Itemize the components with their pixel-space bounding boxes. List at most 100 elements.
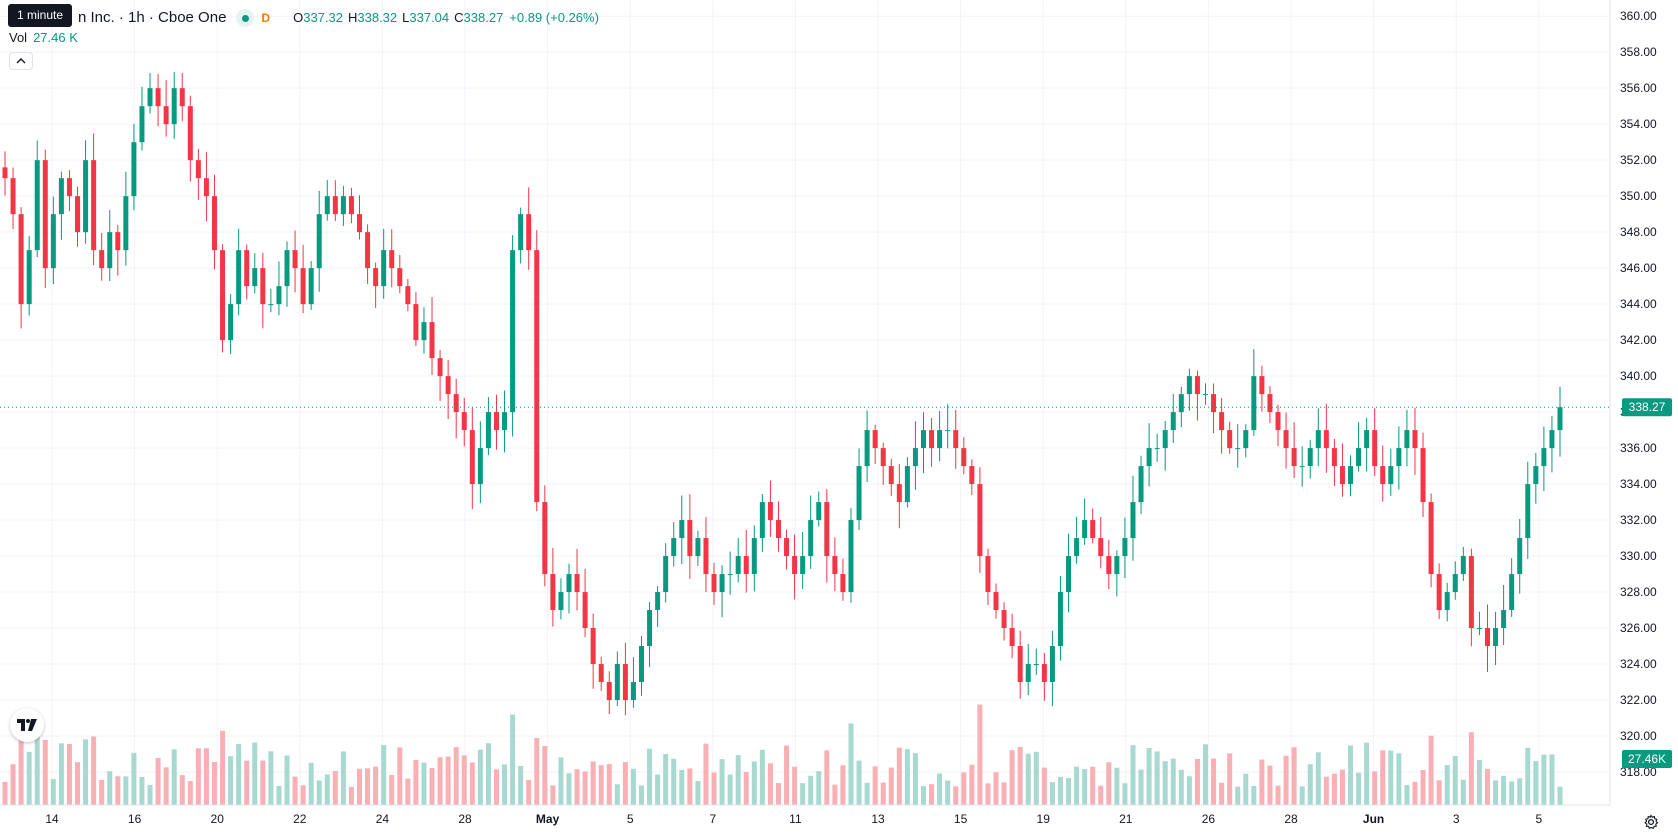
volume-bar <box>99 780 105 805</box>
y-tick-label: 320.00 <box>1620 729 1657 743</box>
volume-bar <box>1549 754 1555 805</box>
y-tick-label: 354.00 <box>1620 117 1657 131</box>
candle-body <box>1339 466 1345 485</box>
candle-body <box>1348 466 1354 485</box>
volume-bar <box>792 766 798 805</box>
price-axis[interactable]: 318.00 320.00 322.00 324.00 326.00 328.00 330.… <box>1620 9 1657 779</box>
volume-bar <box>147 784 153 805</box>
candle-body <box>381 250 387 287</box>
volume-bar <box>485 743 491 805</box>
interval-tooltip: 1 minute <box>8 4 73 27</box>
candle-body <box>1114 556 1120 575</box>
volume-bar <box>1331 773 1337 805</box>
candle-body <box>711 574 717 593</box>
candle-body <box>228 304 234 341</box>
volume-bar <box>953 786 959 805</box>
volume-bar <box>1057 776 1063 805</box>
candle-body <box>1517 538 1523 575</box>
volume-bar <box>324 774 330 805</box>
volume-bar <box>1493 780 1499 805</box>
candle-body <box>1356 448 1362 467</box>
y-tick-label: 356.00 <box>1620 81 1657 95</box>
volume-bar <box>647 748 653 805</box>
candle-body <box>413 304 419 341</box>
svg-text:338.27: 338.27 <box>1629 400 1666 414</box>
collapse-legend-button[interactable] <box>9 52 33 70</box>
y-tick-label: 330.00 <box>1620 549 1657 563</box>
volume-bar <box>832 784 838 805</box>
volume-bar <box>1541 754 1547 805</box>
volume-bar <box>1194 758 1200 805</box>
candle-body <box>389 250 395 269</box>
volume-legend: Vol 27.46 K <box>9 30 78 46</box>
volume-bar <box>808 775 814 805</box>
volume-bar <box>1299 786 1305 805</box>
candle-body <box>1380 466 1386 485</box>
x-tick-label: 15 <box>954 812 968 826</box>
market-status-icon[interactable] <box>236 9 255 27</box>
volume-bar <box>671 758 677 805</box>
candle-body <box>719 574 725 593</box>
volume-bar <box>775 783 781 805</box>
candle-body <box>1331 448 1337 467</box>
volume-bar <box>1033 751 1039 805</box>
y-tick-label: 340.00 <box>1620 369 1657 383</box>
candle-body <box>332 196 338 215</box>
candle-body <box>1452 574 1458 593</box>
candle-body <box>42 160 48 269</box>
candle-body <box>260 268 266 305</box>
y-tick-label: 328.00 <box>1620 585 1657 599</box>
volume-bar <box>381 745 387 805</box>
volume-bar <box>42 739 48 805</box>
candle-body <box>1057 592 1063 647</box>
candle-body <box>574 574 580 593</box>
candle-body <box>477 448 483 485</box>
candle-body <box>1066 556 1072 593</box>
candle-body <box>155 88 161 107</box>
x-tick-label: 7 <box>709 812 716 826</box>
volume-bar <box>1251 785 1257 805</box>
candle-body <box>2 167 8 179</box>
candle-body <box>695 538 701 557</box>
candle-body <box>655 592 661 611</box>
time-axis[interactable]: 14 16 20 22 24 28 May 5 7 11 13 15 19 21 26 28 Jun 3 5 <box>45 812 1542 826</box>
volume-bar <box>840 765 846 805</box>
y-tick-label: 350.00 <box>1620 189 1657 203</box>
volume-bar <box>711 772 717 805</box>
volume-bar <box>590 761 596 805</box>
candle-body <box>1372 430 1378 467</box>
settings-button[interactable] <box>1640 811 1662 833</box>
candle-body <box>945 430 951 432</box>
candle-body <box>211 196 217 251</box>
candle-body <box>1444 592 1450 611</box>
last-price-label: 338.27 <box>1622 398 1672 417</box>
volume-label: Vol <box>9 30 28 45</box>
volume-bar <box>767 763 773 805</box>
x-tick-label: 5 <box>1535 812 1542 826</box>
candle-body <box>26 250 32 305</box>
candle-body <box>50 214 56 269</box>
candle-body <box>1315 430 1321 449</box>
price-axis-bg <box>1610 0 1678 835</box>
candle-body <box>300 268 306 305</box>
symbol-title[interactable]: n Inc. · 1h · Cboe One <box>78 9 227 26</box>
candle-body <box>687 520 693 557</box>
y-tick-label: 326.00 <box>1620 621 1657 635</box>
volume-bar <box>429 768 435 805</box>
status-badge[interactable]: D <box>261 11 271 25</box>
candle-body <box>1041 664 1047 683</box>
candle-body <box>236 250 242 305</box>
candle-body <box>735 556 741 575</box>
candle-body <box>647 610 653 647</box>
volume-bar <box>179 775 185 805</box>
volume-bar <box>969 764 975 805</box>
candle-body <box>1404 430 1410 449</box>
volume-bar <box>542 746 548 805</box>
candle-body <box>1275 412 1281 431</box>
candle-body <box>1098 538 1104 557</box>
volume-bar <box>1484 768 1490 805</box>
candle-body <box>34 160 40 251</box>
candle-body <box>1323 430 1329 449</box>
tradingview-logo-icon[interactable] <box>10 708 44 742</box>
